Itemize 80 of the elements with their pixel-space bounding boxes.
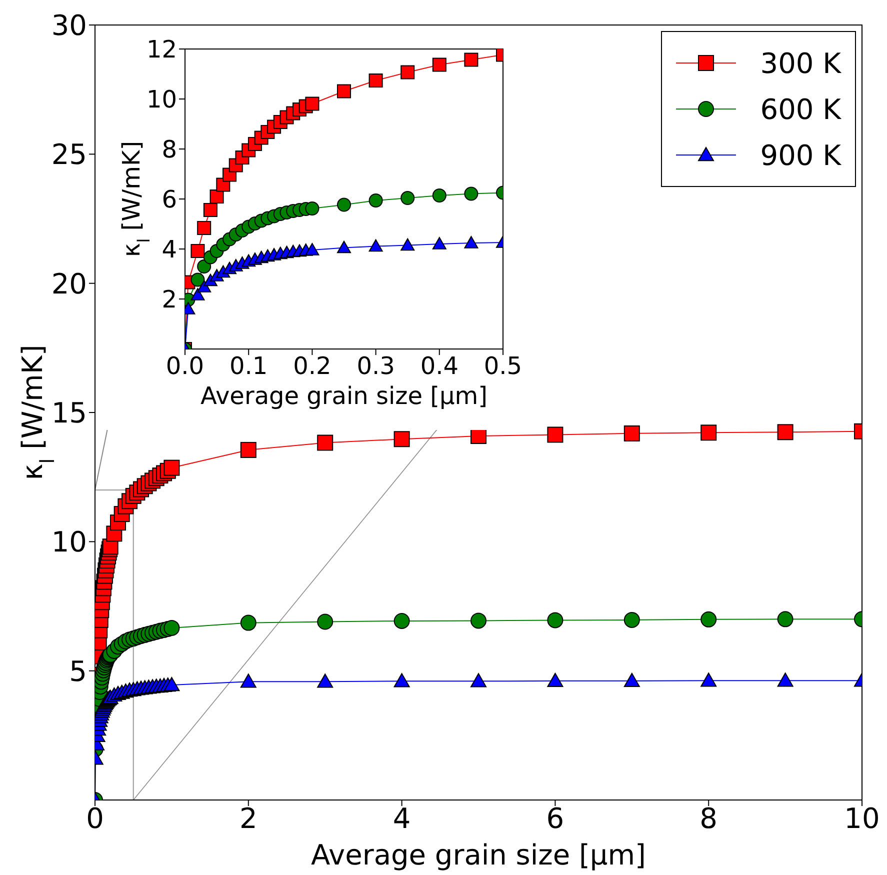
x-tick-label: 0.1 xyxy=(230,352,268,380)
x-tick-label: 6 xyxy=(546,802,564,835)
point xyxy=(400,191,415,205)
y-tick-label: 4 xyxy=(162,236,177,264)
point xyxy=(197,260,212,274)
point xyxy=(317,674,334,688)
x-tick-label: 10 xyxy=(844,802,880,835)
y-tick-label: 20 xyxy=(51,267,87,300)
point xyxy=(432,188,446,202)
point xyxy=(394,431,410,448)
x-tick-label: 2 xyxy=(239,802,258,835)
point xyxy=(777,424,794,440)
point xyxy=(394,612,410,629)
point xyxy=(470,673,486,688)
point xyxy=(337,240,351,254)
point xyxy=(464,186,478,201)
point xyxy=(464,52,478,67)
legend-label: 300 K xyxy=(760,46,841,80)
point xyxy=(240,674,256,688)
point xyxy=(164,677,180,692)
point xyxy=(624,612,640,628)
point xyxy=(547,672,564,688)
x-tick-label: 0.3 xyxy=(356,352,395,380)
y-tick-label: 10 xyxy=(146,86,177,114)
point xyxy=(700,672,717,687)
x-tick-label: 0.2 xyxy=(293,352,332,380)
point xyxy=(317,434,334,451)
point xyxy=(305,96,320,111)
point xyxy=(197,221,212,235)
point xyxy=(400,238,415,251)
point xyxy=(337,198,351,212)
point xyxy=(305,202,320,216)
x-tick-label: 0.5 xyxy=(484,352,522,380)
y-tick-label: 25 xyxy=(51,138,87,172)
point xyxy=(700,611,717,628)
point xyxy=(464,236,478,248)
x-tick-label: 0 xyxy=(86,802,104,835)
y-tick-label: 5 xyxy=(69,654,87,688)
point xyxy=(190,288,205,300)
point xyxy=(432,58,446,72)
y-tick-label: 6 xyxy=(162,186,177,214)
point xyxy=(164,460,180,476)
point xyxy=(197,280,212,292)
point xyxy=(470,612,486,629)
point xyxy=(624,672,640,688)
point xyxy=(624,425,640,442)
point xyxy=(700,424,717,441)
point xyxy=(190,244,205,258)
x-tick-label: 8 xyxy=(700,802,718,835)
point xyxy=(190,272,205,287)
point xyxy=(337,84,351,98)
point xyxy=(547,426,564,443)
x-axis-title: Average grain size [μm] xyxy=(200,382,488,410)
point xyxy=(317,614,334,630)
x-axis-title: Average grain size [μm] xyxy=(311,838,646,872)
point xyxy=(368,74,383,88)
y-tick-label: 8 xyxy=(162,136,177,164)
point xyxy=(368,194,383,208)
point xyxy=(432,237,446,250)
point xyxy=(777,672,794,687)
x-tick-label: 0.4 xyxy=(420,352,458,380)
point xyxy=(164,620,180,636)
y-tick-label: 2 xyxy=(162,286,177,314)
y-tick-label: 30 xyxy=(51,8,87,42)
x-tick-label: 4 xyxy=(392,802,411,835)
legend-label: 600 K xyxy=(760,92,841,126)
point xyxy=(305,243,320,256)
point xyxy=(547,612,564,628)
x-tick-label: 0.0 xyxy=(166,352,204,380)
y-tick-label: 10 xyxy=(51,526,87,559)
point xyxy=(210,190,224,204)
legend-label: 900 K xyxy=(760,138,841,172)
point xyxy=(400,65,415,80)
y-tick-label: 12 xyxy=(146,36,177,64)
point xyxy=(777,611,794,628)
point xyxy=(240,442,256,458)
point xyxy=(394,673,410,688)
point xyxy=(368,239,383,252)
point xyxy=(240,614,256,631)
point xyxy=(203,203,218,217)
